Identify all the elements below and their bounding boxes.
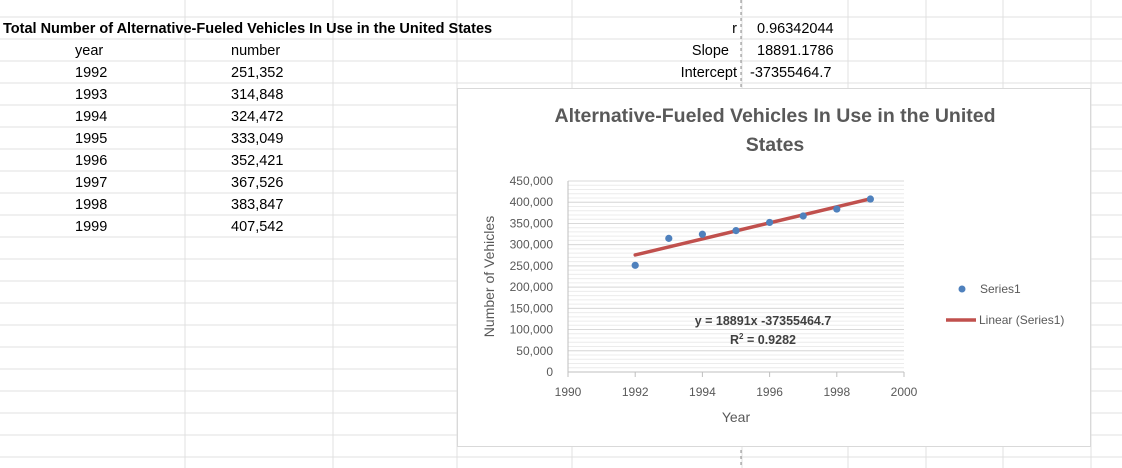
stat-label-r[interactable]: r: [732, 21, 737, 37]
cell-number[interactable]: 324,472: [231, 109, 284, 125]
x-tick-label: 1990: [555, 385, 582, 399]
col-header-number[interactable]: number: [231, 43, 281, 59]
data-point: [799, 212, 807, 220]
chart-title: Alternative-Fueled Vehicles In Use in th…: [554, 105, 995, 127]
stat-value-slope[interactable]: 18891.1786: [757, 43, 834, 59]
data-point: [631, 261, 639, 269]
cell-number[interactable]: 333,049: [231, 131, 284, 147]
cell-year[interactable]: 1993: [75, 87, 108, 103]
legend-label-series1: Series1: [980, 282, 1021, 296]
data-point: [698, 230, 706, 238]
cell-year[interactable]: 1997: [75, 175, 108, 191]
y-tick-label: 50,000: [516, 344, 553, 358]
data-point: [833, 205, 841, 213]
x-tick-label: 2000: [891, 385, 918, 399]
cell-number[interactable]: 314,848: [231, 87, 284, 103]
scatter-chart[interactable]: Alternative-Fueled Vehicles In Use in th…: [458, 89, 1092, 448]
chart-area[interactable]: Alternative-Fueled Vehicles In Use in th…: [457, 88, 1091, 447]
cell-year[interactable]: 1996: [75, 153, 108, 169]
sheet-title[interactable]: Total Number of Alternative-Fueled Vehic…: [3, 21, 493, 37]
x-tick-label: 1994: [689, 385, 716, 399]
y-tick-label: 250,000: [510, 259, 554, 273]
cell-number[interactable]: 251,352: [231, 65, 284, 81]
stat-value-intercept[interactable]: -37355464.7: [750, 65, 832, 81]
stat-label-intercept[interactable]: Intercept: [680, 65, 737, 81]
cell-number[interactable]: 407,542: [231, 219, 284, 235]
r-squared-label: R2 = 0.9282: [730, 332, 796, 347]
data-point: [766, 218, 774, 227]
data-point: [732, 227, 740, 235]
x-tick-label: 1998: [823, 385, 850, 399]
y-axis-title: Number of Vehicles: [481, 216, 497, 337]
cell-number[interactable]: 383,847: [231, 197, 284, 213]
chart-title: States: [746, 134, 805, 156]
y-tick-label: 300,000: [510, 238, 554, 252]
cell-year[interactable]: 1998: [75, 197, 108, 213]
y-tick-label: 450,000: [510, 174, 554, 188]
x-axis-title: Year: [722, 409, 751, 425]
cell-number[interactable]: 367,526: [231, 175, 284, 191]
cell-year[interactable]: 1995: [75, 131, 108, 147]
y-tick-label: 200,000: [510, 280, 554, 294]
trendline: [633, 197, 873, 257]
col-header-year[interactable]: year: [75, 43, 104, 59]
y-tick-label: 150,000: [510, 301, 554, 315]
stat-value-r[interactable]: 0.96342044: [757, 21, 834, 37]
y-tick-label: 400,000: [510, 195, 554, 209]
legend-marker-series1: [958, 285, 966, 293]
y-tick-label: 0: [546, 365, 553, 379]
x-tick-label: 1992: [622, 385, 649, 399]
x-tick-label: 1996: [756, 385, 783, 399]
cell-year[interactable]: 1992: [75, 65, 108, 81]
y-tick-label: 100,000: [510, 323, 554, 337]
data-point: [665, 234, 673, 242]
cell-year[interactable]: 1994: [75, 109, 108, 125]
cell-year[interactable]: 1999: [75, 219, 108, 235]
trendline-equation: y = 18891x -37355464.7: [695, 314, 832, 328]
cell-number[interactable]: 352,421: [231, 153, 284, 169]
stat-label-slope[interactable]: Slope: [691, 43, 729, 59]
data-point: [866, 195, 874, 203]
legend-label-trend: Linear (Series1): [979, 313, 1064, 327]
y-tick-label: 350,000: [510, 216, 554, 230]
